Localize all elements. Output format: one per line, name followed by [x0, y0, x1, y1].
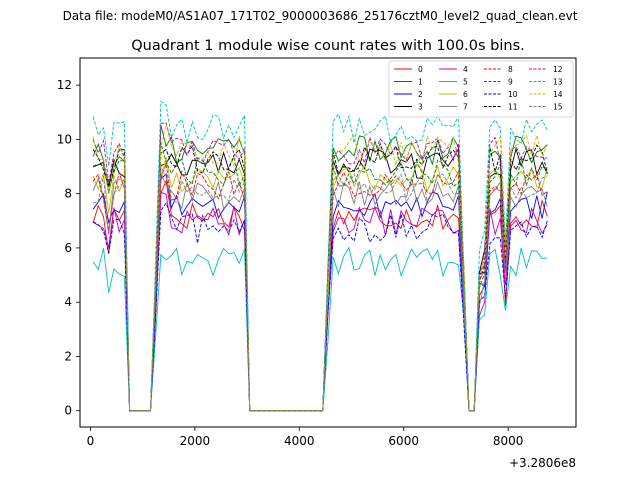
y-tick-label: 0	[64, 404, 72, 418]
x-tick-label: 2000	[180, 434, 211, 448]
x-tick-label: 4000	[284, 434, 315, 448]
legend-label-8: 8	[508, 65, 513, 74]
y-tick-label: 12	[57, 78, 72, 92]
legend-label-2: 2	[418, 90, 423, 99]
legend-label-7: 7	[463, 103, 468, 112]
series-line-15	[92, 164, 548, 412]
series-line-13	[92, 100, 548, 412]
legend-label-13: 13	[553, 78, 563, 87]
legend-label-10: 10	[508, 90, 518, 99]
y-tick-label: 10	[57, 132, 72, 146]
x-offset-label: +3.2806e8	[509, 456, 576, 470]
y-axis: 0 2 4 6 8 10 12	[57, 78, 80, 418]
chart-title: Quadrant 1 module wise count rates with …	[131, 38, 525, 54]
legend-label-6: 6	[463, 90, 468, 99]
series-line-14	[92, 124, 548, 412]
y-tick-label: 8	[64, 187, 72, 201]
legend-label-9: 9	[508, 78, 513, 87]
y-tick-label: 6	[64, 241, 72, 255]
legend-label-5: 5	[463, 78, 468, 87]
legend-label-12: 12	[553, 65, 563, 74]
legend-label-14: 14	[553, 90, 563, 99]
legend-label-11: 11	[508, 103, 518, 112]
y-tick-label: 4	[64, 295, 72, 309]
x-tick-label: 8000	[493, 434, 524, 448]
legend-label-4: 4	[463, 65, 468, 74]
series-layer	[92, 100, 548, 412]
legend-label-0: 0	[418, 65, 423, 74]
y-tick-label: 2	[64, 349, 72, 363]
legend-label-3: 3	[418, 103, 423, 112]
legend-label-15: 15	[553, 103, 563, 112]
legend-label-1: 1	[418, 78, 423, 87]
x-tick-label: 6000	[388, 434, 419, 448]
suptitle: Data file: modeM0/AS1A07_171T02_90000036…	[63, 9, 578, 23]
x-axis: 0 2000 4000 6000 8000	[87, 427, 524, 448]
legend-box	[388, 60, 574, 118]
series-line-12	[92, 122, 548, 412]
x-tick-label: 0	[87, 434, 95, 448]
plot-frame	[79, 57, 577, 428]
